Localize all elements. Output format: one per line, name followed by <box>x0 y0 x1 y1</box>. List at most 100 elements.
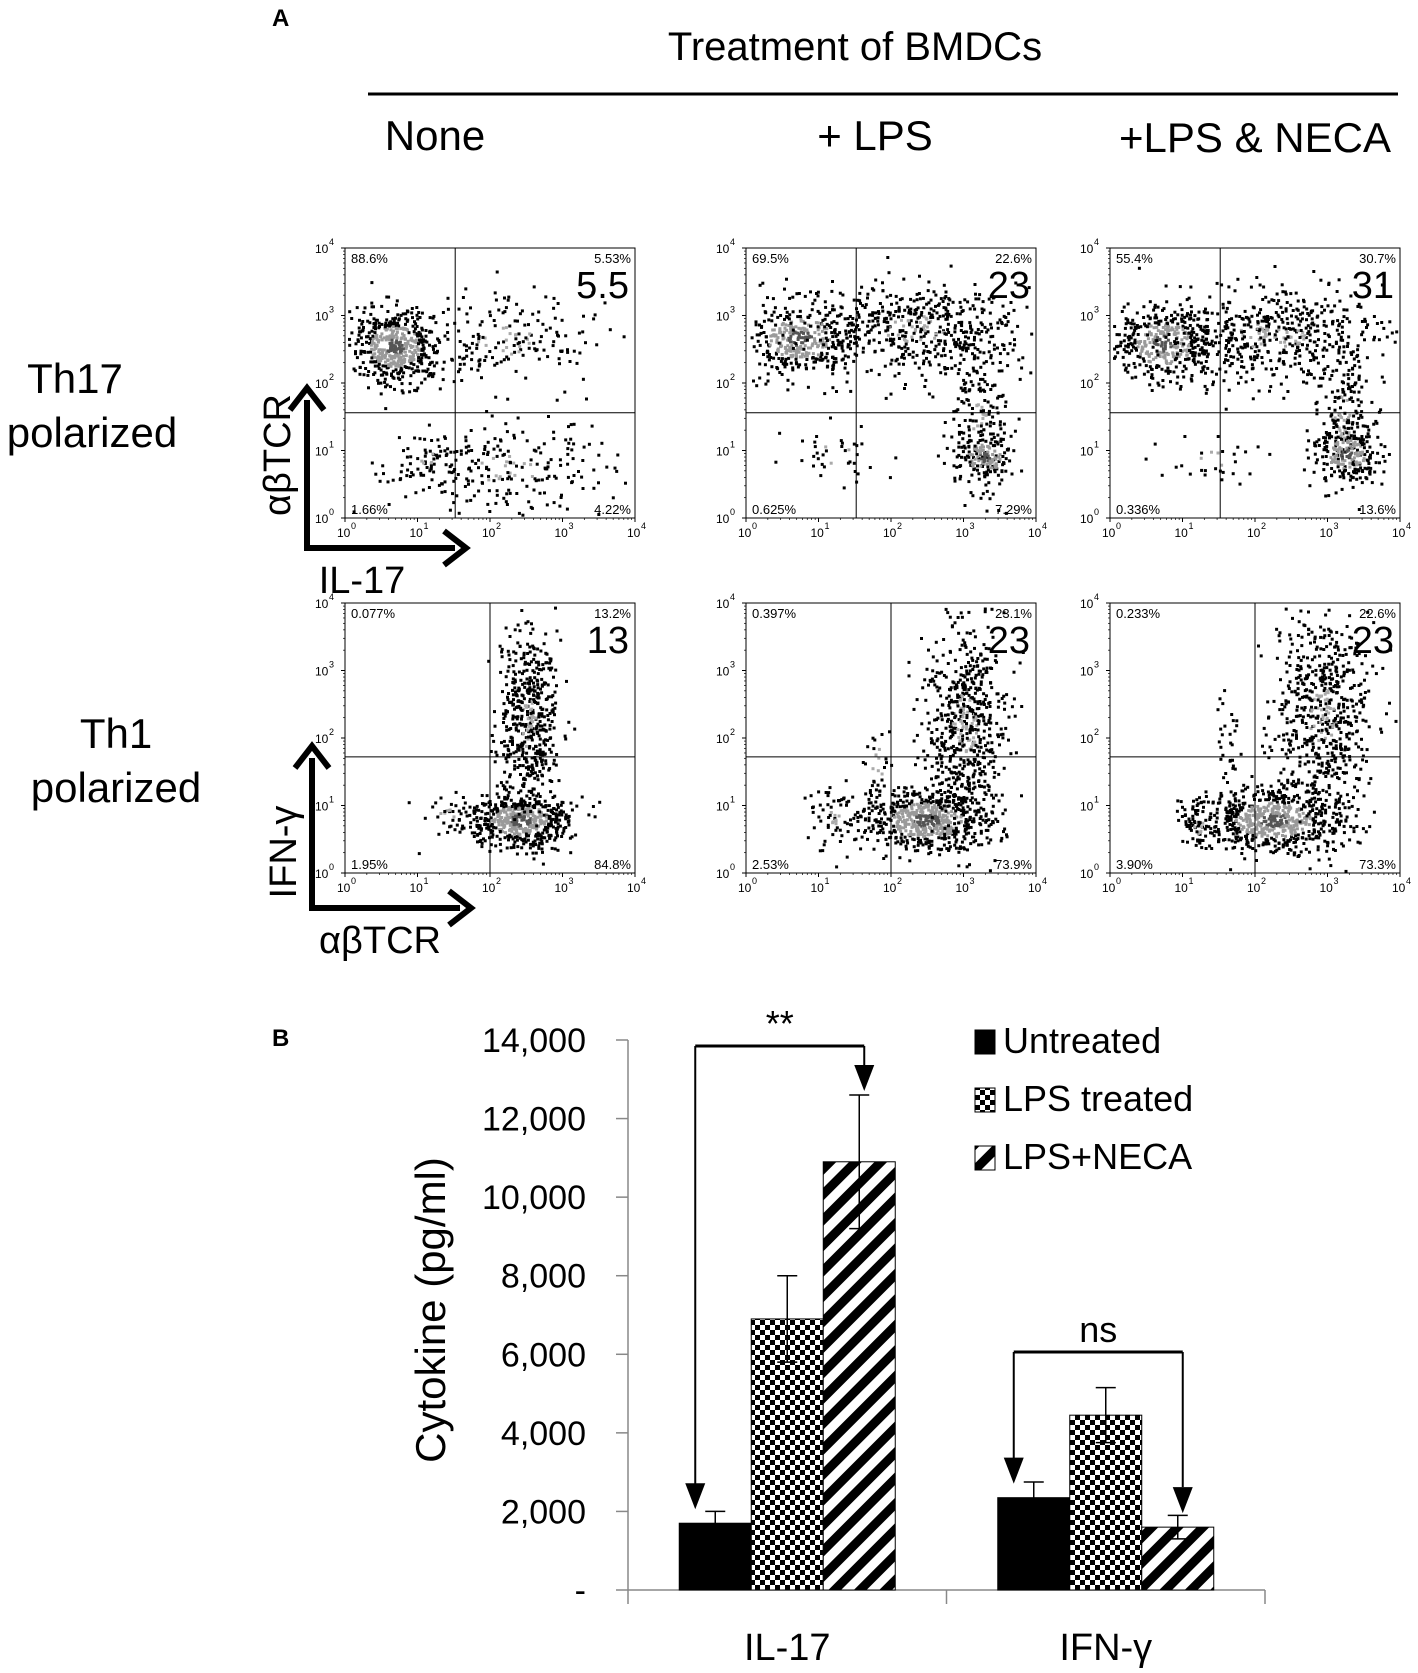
y-tick-label: 10 <box>315 867 329 881</box>
y-tick-exponent: 3 <box>1094 305 1099 315</box>
x-tick-exponent: 1 <box>825 521 830 531</box>
y-tick-label: 10 <box>1080 732 1094 746</box>
legend-label-1: LPS treated <box>1003 1078 1193 1119</box>
row-label-th1-line1: Th1 <box>80 710 152 757</box>
y-tick-label: 10 <box>315 242 329 256</box>
quadrant-lr-percent: 4.22% <box>594 502 631 517</box>
y-tick-label: 10 <box>716 512 730 526</box>
y-tick-exponent: 0 <box>730 862 735 872</box>
x-tick-label: 10 <box>1102 881 1116 895</box>
quadrant-ul-percent: 0.077% <box>351 606 396 621</box>
x-tick-exponent: 0 <box>351 876 356 886</box>
x-tick-exponent: 3 <box>1334 876 1339 886</box>
y-tick-label: 10 <box>315 597 329 611</box>
y-tick-label: 10 <box>716 665 730 679</box>
x-category-label: IFN-γ <box>1059 1627 1152 1669</box>
column-label-lps: + LPS <box>817 112 933 159</box>
bar-lps-neca-0 <box>822 1161 896 1591</box>
x-tick-exponent: 4 <box>1042 521 1047 531</box>
x-tick-label: 10 <box>956 526 970 540</box>
legend-swatch-1 <box>974 1087 996 1113</box>
y-tick-label: 6,000 <box>501 1336 586 1374</box>
row-label-th17-line1: Th17 <box>27 355 123 402</box>
panel-b-label: B <box>272 1025 289 1052</box>
x-tick-label: 10 <box>883 881 897 895</box>
bar-lps-treated-1 <box>1069 1414 1143 1591</box>
quadrant-lr-percent: 73.9% <box>995 857 1032 872</box>
quadrant-ur-rounded-value: 23 <box>1352 620 1394 662</box>
quadrant-ul-percent: 69.5% <box>752 251 789 266</box>
y-tick-exponent: 4 <box>1094 237 1099 247</box>
x-tick-exponent: 4 <box>1406 876 1411 886</box>
column-label-none: None <box>385 112 485 159</box>
x-tick-exponent: 0 <box>351 521 356 531</box>
y-tick-label: 10 <box>315 310 329 324</box>
y-tick-label: 8,000 <box>501 1258 586 1296</box>
x-tick-exponent: 2 <box>1261 876 1266 886</box>
quadrant-lr-percent: 84.8% <box>594 857 631 872</box>
error-bar <box>849 1094 870 1230</box>
y-tick-exponent: 4 <box>329 592 334 602</box>
y-tick-exponent: 2 <box>329 727 334 737</box>
y-tick-label: 10 <box>1080 445 1094 459</box>
th17-y-axis-label: αβTCR <box>257 394 299 516</box>
x-tick-label: 10 <box>1392 526 1406 540</box>
th1-axis-arrows <box>292 741 476 928</box>
x-tick-label: 10 <box>627 881 641 895</box>
y-tick-exponent: 1 <box>730 795 735 805</box>
quadrant-ur-percent: 23.1% <box>995 606 1032 621</box>
quadrant-ll-percent: 1.66% <box>351 502 388 517</box>
y-tick-label: 10 <box>315 665 329 679</box>
y-tick-label: 10 <box>716 867 730 881</box>
y-tick-label: 10 <box>716 242 730 256</box>
quadrant-ul-percent: 55.4% <box>1116 251 1153 266</box>
y-tick-label: 14,000 <box>482 1022 586 1060</box>
x-tick-exponent: 3 <box>569 876 574 886</box>
x-tick-exponent: 2 <box>897 876 902 886</box>
y-tick-exponent: 1 <box>1094 795 1099 805</box>
x-tick-exponent: 2 <box>897 521 902 531</box>
x-tick-label: 10 <box>1392 881 1406 895</box>
x-tick-label: 10 <box>1175 526 1189 540</box>
y-tick-label: - <box>575 1572 586 1610</box>
x-tick-exponent: 3 <box>970 521 975 531</box>
y-tick-exponent: 0 <box>1094 507 1099 517</box>
y-tick-exponent: 3 <box>329 660 334 670</box>
row-label-th17-line2: polarized <box>7 409 177 456</box>
th1-x-axis-label: αβTCR <box>319 920 441 962</box>
y-tick-label: 10 <box>1080 800 1094 814</box>
quadrant-ur-percent: 22.6% <box>1359 606 1396 621</box>
x-tick-exponent: 4 <box>641 876 646 886</box>
y-tick-exponent: 2 <box>730 727 735 737</box>
quadrant-lr-percent: 7.29% <box>995 502 1032 517</box>
flow-plots: 88.6% 5.53%1.66% 4.22%5.510 010 010 110 110 210… <box>315 237 1411 895</box>
legend-label-0: Untreated <box>1003 1020 1161 1061</box>
x-tick-exponent: 4 <box>641 521 646 531</box>
x-tick-exponent: 0 <box>752 521 757 531</box>
x-tick-label: 10 <box>1102 526 1116 540</box>
y-tick-exponent: 1 <box>329 440 334 450</box>
x-tick-label: 10 <box>555 881 569 895</box>
y-tick-label: 10 <box>716 800 730 814</box>
x-tick-label: 10 <box>482 526 496 540</box>
th17-x-axis-label: IL-17 <box>319 560 406 602</box>
column-label-lps-neca: +LPS & NECA <box>1119 114 1391 161</box>
y-tick-label: 10 <box>1080 597 1094 611</box>
y-tick-label: 10 <box>1080 867 1094 881</box>
plot-events <box>803 607 1025 873</box>
quadrant-ul-percent: 0.233% <box>1116 606 1161 621</box>
th17-axis-arrows <box>287 383 471 568</box>
x-tick-label: 10 <box>1175 881 1189 895</box>
quadrant-ur-percent: 5.53% <box>594 251 631 266</box>
x-tick-exponent: 4 <box>1042 876 1047 886</box>
y-tick-exponent: 4 <box>329 237 334 247</box>
plot-events <box>348 270 627 517</box>
y-tick-label: 10 <box>315 445 329 459</box>
x-tick-exponent: 1 <box>825 876 830 886</box>
y-tick-exponent: 2 <box>1094 372 1099 382</box>
y-tick-label: 10 <box>716 732 730 746</box>
x-tick-label: 10 <box>956 881 970 895</box>
